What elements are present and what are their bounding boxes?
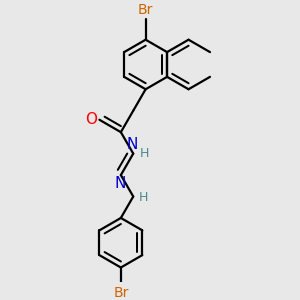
Text: N: N bbox=[114, 176, 126, 191]
Text: H: H bbox=[140, 147, 149, 160]
Text: H: H bbox=[139, 190, 148, 204]
Text: Br: Br bbox=[113, 286, 128, 300]
Text: N: N bbox=[126, 137, 137, 152]
Text: O: O bbox=[85, 112, 97, 127]
Text: Br: Br bbox=[138, 3, 153, 17]
